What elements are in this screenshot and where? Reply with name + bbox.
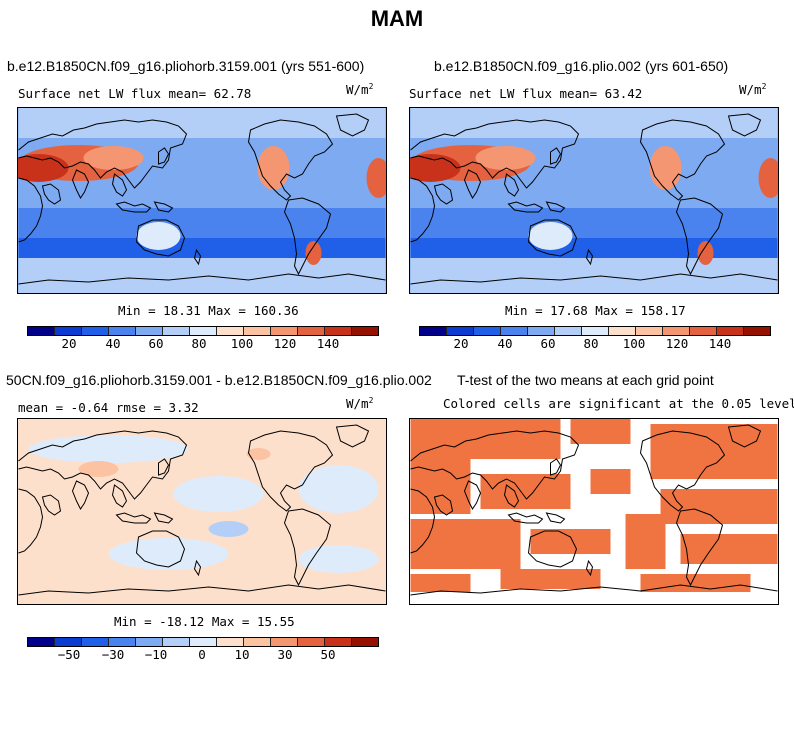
colorbar-swatch — [690, 327, 717, 335]
colorbar-swatch — [163, 327, 190, 335]
colorbar-swatch — [271, 638, 298, 646]
tick-label: 60 — [148, 336, 164, 351]
panel-2-colorbar-ticks: 20 40 60 80 100 120 140 — [419, 336, 769, 351]
panel-3-units: W/m2 — [346, 396, 374, 412]
colorbar-swatch — [352, 327, 378, 335]
panel-2-units: W/m2 — [739, 82, 767, 98]
tick-label: 140 — [316, 336, 340, 351]
panel-2-colorbar — [419, 326, 771, 336]
tick-label: 40 — [105, 336, 121, 351]
tick-label: 120 — [665, 336, 689, 351]
panel-2-title: b.e12.B1850CN.f09_g16.plio.002 (yrs 601-… — [434, 58, 729, 74]
panel-4-title: T-test of the two means at each grid poi… — [457, 372, 714, 388]
colorbar-swatch — [82, 327, 109, 335]
panel-1-units: W/m2 — [346, 82, 374, 98]
tick-label: 20 — [453, 336, 469, 351]
tick-label: 20 — [61, 336, 77, 351]
colorbar-swatch — [244, 327, 271, 335]
panel-3-minmax: Min = -18.12 Max = 15.55 — [114, 614, 295, 629]
colorbar-swatch — [663, 327, 690, 335]
tick-label: 140 — [708, 336, 732, 351]
colorbar-swatch — [190, 327, 217, 335]
panel-1-minmax: Min = 18.31 Max = 160.36 — [118, 303, 299, 318]
colorbar-swatch — [420, 327, 447, 335]
colorbar-swatch — [190, 638, 217, 646]
tick-label: −30 — [101, 647, 125, 662]
tick-label: 80 — [583, 336, 599, 351]
panel-3-title: 50CN.f09_g16.pliohorb.3159.001 - b.e12.B… — [6, 372, 432, 388]
colorbar-swatch — [136, 327, 163, 335]
colorbar-swatch — [298, 638, 325, 646]
panel-3-mean-label: mean = -0.64 rmse = 3.32 — [18, 400, 199, 415]
tick-label: 50 — [320, 647, 336, 662]
colorbar-swatch — [447, 327, 474, 335]
tick-label: 60 — [540, 336, 556, 351]
colorbar-swatch — [109, 327, 136, 335]
tick-label: 100 — [230, 336, 254, 351]
colorbar-swatch — [717, 327, 744, 335]
colorbar-swatch — [555, 327, 582, 335]
panel-1-colorbar-ticks: 20 40 60 80 100 120 140 — [27, 336, 377, 351]
colorbar-swatch — [217, 327, 244, 335]
colorbar-swatch — [582, 327, 609, 335]
colorbar-swatch — [82, 638, 109, 646]
figure-title: MAM — [370, 6, 424, 31]
panel-1-colorbar — [27, 326, 379, 336]
panel-3-colorbar-ticks: −50 −30 −10 0 10 30 50 — [27, 647, 377, 662]
colorbar-swatch — [352, 638, 378, 646]
colorbar-swatch — [55, 327, 82, 335]
tick-label: 10 — [234, 647, 250, 662]
colorbar-swatch — [636, 327, 663, 335]
colorbar-swatch — [298, 327, 325, 335]
colorbar-swatch — [271, 327, 298, 335]
panel-1-title: b.e12.B1850CN.f09_g16.pliohorb.3159.001 … — [7, 58, 365, 74]
colorbar-swatch — [163, 638, 190, 646]
colorbar-swatch — [474, 327, 501, 335]
tick-label: 80 — [191, 336, 207, 351]
colorbar-swatch — [28, 638, 55, 646]
colorbar-swatch — [528, 327, 555, 335]
tick-label: 30 — [277, 647, 293, 662]
panel-1-map — [17, 107, 387, 294]
panel-4-subtitle: Colored cells are significant at the 0.0… — [443, 396, 794, 411]
tick-label: −50 — [57, 647, 81, 662]
tick-label: 0 — [198, 647, 206, 662]
panel-2-map — [409, 107, 779, 294]
colorbar-swatch — [136, 638, 163, 646]
panel-3-map — [17, 418, 387, 605]
tick-label: 100 — [622, 336, 646, 351]
colorbar-swatch — [28, 327, 55, 335]
colorbar-swatch — [501, 327, 528, 335]
panel-2-mean-label: Surface net LW flux mean= 63.42 — [409, 86, 643, 101]
panel-4-map — [409, 418, 779, 605]
tick-label: 40 — [497, 336, 513, 351]
tick-label: 120 — [273, 336, 297, 351]
colorbar-swatch — [217, 638, 244, 646]
panel-2-minmax: Min = 17.68 Max = 158.17 — [505, 303, 686, 318]
panel-1-mean-label: Surface net LW flux mean= 62.78 — [18, 86, 252, 101]
colorbar-swatch — [609, 327, 636, 335]
colorbar-swatch — [55, 638, 82, 646]
colorbar-swatch — [325, 327, 352, 335]
colorbar-swatch — [744, 327, 770, 335]
panel-3-colorbar — [27, 637, 379, 647]
colorbar-swatch — [109, 638, 136, 646]
colorbar-swatch — [325, 638, 352, 646]
tick-label: −10 — [144, 647, 168, 662]
colorbar-swatch — [244, 638, 271, 646]
